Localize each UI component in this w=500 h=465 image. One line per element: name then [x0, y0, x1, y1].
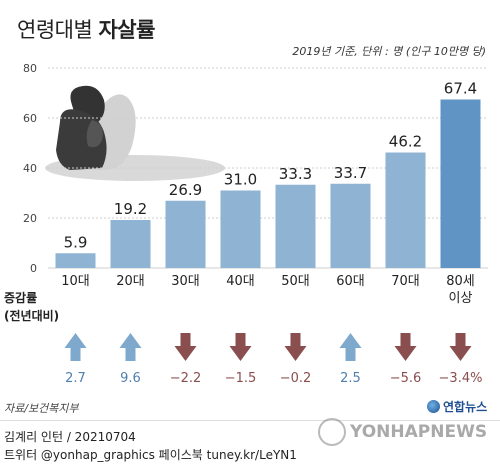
category-label: 50대 — [281, 274, 310, 289]
category-label: 40대 — [226, 274, 255, 289]
change-rate-value: −1.5 — [225, 371, 257, 386]
y-tick-label: 20 — [23, 212, 37, 225]
category-label: 30대 — [171, 274, 200, 289]
down-arrow-icon — [229, 333, 252, 361]
change-rate-value: −0.2 — [280, 371, 312, 386]
category-label: 80세 이상 — [446, 274, 475, 306]
bar-value-label: 19.2 — [114, 200, 147, 218]
chart-title-bold: 자살률 — [98, 18, 155, 42]
category-label: 10대 — [61, 274, 90, 289]
bar-value-label: 5.9 — [64, 233, 88, 251]
y-tick-label: 80 — [23, 62, 37, 75]
bar-value-label: 33.3 — [279, 165, 312, 183]
bar-value-label: 26.9 — [169, 181, 202, 199]
yonhap-logo: 연합뉴스 — [427, 398, 487, 415]
sad-person-illustration — [45, 85, 225, 181]
source-note: 자료/보건복지부 — [4, 402, 79, 415]
yonhapnews-watermark: YONHAPNEWS — [318, 418, 487, 446]
category-label: 20대 — [116, 274, 145, 289]
bar — [220, 190, 261, 268]
bar-value-label: 33.7 — [334, 164, 367, 182]
bar — [55, 253, 96, 268]
change-rate-value: 2.5 — [340, 371, 361, 386]
chart-title-light: 연령대별 — [17, 18, 93, 42]
social-links: 트위터 @yonhap_graphics 페이스북 tuney.kr/LeYN1 — [4, 448, 297, 462]
bar-value-label: 31.0 — [224, 171, 257, 189]
up-arrow-icon — [64, 333, 87, 361]
bar — [275, 184, 316, 268]
down-arrow-icon — [284, 333, 307, 361]
bar — [440, 99, 481, 268]
change-rate-value: 2.7 — [65, 371, 86, 386]
change-rate-value: 9.6 — [120, 371, 141, 386]
yonhap-logo-icon — [427, 400, 440, 413]
change-rate-label-line1: 증감률 — [4, 291, 38, 305]
suicide-rate-chart: 0 20 40 60 80 5.9 10대 19.2 20대 26.9 30대 31.0 40대 33.… — [23, 62, 488, 386]
category-label: 60대 — [336, 274, 365, 289]
change-rate-label: 증감률 (전년대비) — [4, 289, 59, 325]
watermark-icon — [318, 418, 346, 446]
change-rate-value: −5.6 — [390, 371, 422, 386]
yonhap-logo-text: 연합뉴스 — [443, 400, 488, 414]
up-arrow-icon — [339, 333, 362, 361]
footer-divider — [0, 420, 500, 421]
up-arrow-icon — [119, 333, 142, 361]
change-rate-value: −2.2 — [170, 371, 202, 386]
change-rate-value: −3.4% — [439, 371, 483, 386]
bar — [330, 183, 371, 268]
down-arrow-icon — [449, 333, 472, 361]
y-tick-label: 40 — [23, 162, 37, 175]
bar-value-label: 67.4 — [444, 80, 477, 98]
chart-subtitle: 2019년 기준, 단위 : 명 (인구 10만명 당) — [292, 45, 486, 58]
down-arrow-icon — [174, 333, 197, 361]
credit-line: 김계리 인턴 / 20210704 — [4, 430, 136, 444]
y-tick-label: 60 — [23, 112, 37, 125]
change-rate-label-line2: (전년대비) — [4, 309, 60, 323]
y-tick-label: 0 — [30, 262, 37, 275]
category-label: 70대 — [391, 274, 420, 289]
bar — [385, 152, 426, 268]
bar — [110, 220, 151, 268]
chart-title: 연령대별 자살률 — [17, 14, 155, 44]
bar — [165, 200, 206, 268]
bar-value-label: 46.2 — [389, 133, 422, 151]
watermark-text: YONHAPNEWS — [350, 422, 488, 442]
down-arrow-icon — [394, 333, 417, 361]
